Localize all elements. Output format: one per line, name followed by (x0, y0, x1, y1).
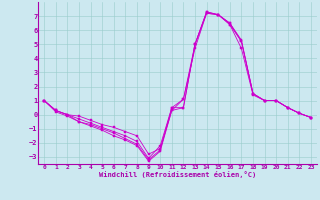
X-axis label: Windchill (Refroidissement éolien,°C): Windchill (Refroidissement éolien,°C) (99, 171, 256, 178)
